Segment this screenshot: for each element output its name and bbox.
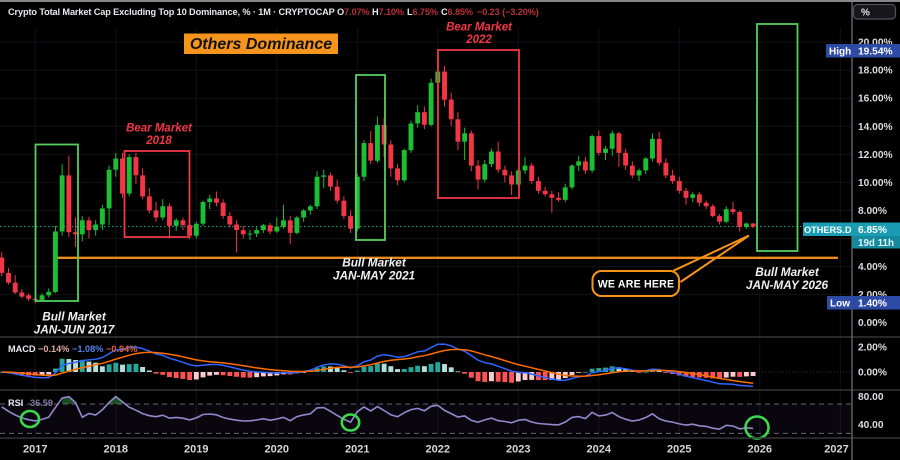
svg-text:6.85%: 6.85% — [858, 225, 887, 236]
svg-text:MACD−0.14%−1.08%−0.94%: MACD −0.14% −1.08% −0.94% — [8, 344, 137, 354]
svg-text:2027: 2027 — [824, 444, 848, 456]
svg-text:12.00%: 12.00% — [858, 150, 893, 161]
svg-text:2.00%: 2.00% — [858, 290, 887, 301]
svg-text:80.00: 80.00 — [858, 392, 884, 403]
svg-text:2025: 2025 — [667, 444, 691, 456]
svg-text:Low: Low — [830, 299, 850, 310]
svg-text:Bear Market: Bear Market — [126, 123, 193, 135]
svg-text:OTHERS.D: OTHERS.D — [804, 225, 852, 235]
svg-text:Others Dominance: Others Dominance — [190, 36, 332, 53]
svg-text:2022: 2022 — [426, 444, 450, 456]
svg-text:2018: 2018 — [104, 444, 128, 456]
svg-text:2017: 2017 — [23, 444, 47, 456]
svg-text:0.00%: 0.00% — [858, 318, 887, 329]
svg-text:19d 11h: 19d 11h — [858, 238, 894, 249]
svg-text:Bull Market: Bull Market — [342, 256, 407, 270]
svg-text:14.00%: 14.00% — [858, 122, 893, 133]
svg-text:JAN-MAY 2026: JAN-MAY 2026 — [746, 278, 829, 292]
svg-text:2021: 2021 — [345, 444, 369, 456]
svg-text:%: % — [861, 8, 870, 19]
svg-text:2.00%: 2.00% — [858, 343, 887, 354]
svg-text:Bull Market: Bull Market — [755, 265, 820, 279]
svg-text:2018: 2018 — [145, 135, 172, 147]
svg-text:19.54%: 19.54% — [858, 47, 893, 58]
svg-text:Bear Market: Bear Market — [446, 22, 513, 34]
svg-text:WE ARE HERE: WE ARE HERE — [598, 279, 675, 291]
svg-text:4.00%: 4.00% — [858, 262, 887, 273]
svg-text:2024: 2024 — [587, 444, 612, 456]
svg-text:Bull Market: Bull Market — [42, 310, 107, 324]
svg-text:Crypto Total Market Cap Exclud: Crypto Total Market Cap Excluding Top 10… — [8, 7, 539, 17]
svg-text:2026: 2026 — [748, 444, 772, 456]
svg-text:10.00%: 10.00% — [858, 178, 893, 189]
svg-text:JAN-MAY 2021: JAN-MAY 2021 — [333, 269, 415, 283]
svg-text:2019: 2019 — [184, 444, 208, 456]
svg-text:High: High — [829, 47, 851, 58]
svg-text:1.40%: 1.40% — [858, 299, 887, 310]
svg-text:20.00%: 20.00% — [858, 38, 893, 49]
svg-text:18.00%: 18.00% — [858, 66, 893, 77]
svg-text:2023: 2023 — [506, 444, 530, 456]
svg-text:16.00%: 16.00% — [858, 94, 893, 105]
svg-text:8.00%: 8.00% — [858, 206, 887, 217]
svg-text:2022: 2022 — [465, 34, 492, 46]
svg-text:40.00: 40.00 — [858, 420, 884, 431]
svg-text:JAN-JUN 2017: JAN-JUN 2017 — [34, 323, 116, 337]
svg-text:2020: 2020 — [265, 444, 289, 456]
svg-text:0.00%: 0.00% — [858, 368, 887, 379]
